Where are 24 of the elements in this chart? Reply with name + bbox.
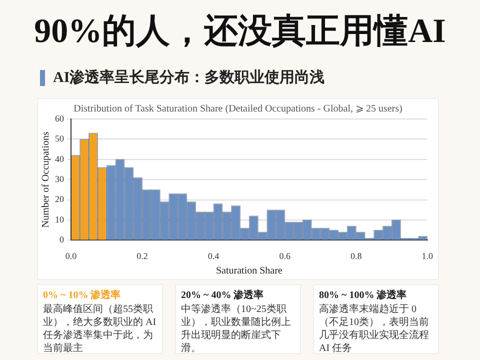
y-tick-label: 40 xyxy=(55,154,64,164)
x-tick-label: 0.6 xyxy=(279,250,291,261)
x-axis-title: Saturation Share xyxy=(216,266,283,277)
y-tick-label: 60 xyxy=(55,113,64,124)
y-tick-label: 30 xyxy=(55,174,64,184)
text: 中等渗透率（10~25类职业），职业数量随比例上升出现明显的断崖式下滑。 xyxy=(181,303,292,355)
x-tick-label: 1.0 xyxy=(422,250,434,261)
y-axis-title: Number of Occupations xyxy=(40,131,52,228)
chart-title: 90%的人，还没真正用懂AI xyxy=(33,12,447,52)
text: Distribution of Task Saturation Share (Detailed Occupations - Global, ⩾ 25 users) xyxy=(74,104,402,115)
text: 20% ~ 40% 渗透率 xyxy=(181,288,265,302)
x-tick-label: 0.8 xyxy=(350,250,362,261)
x-tick-label: 0.4 xyxy=(208,250,220,261)
y-tick-label: 10 xyxy=(55,214,64,224)
text: 最高峰值区间（超55类职业），绝大多数职业的 AI 任务渗透率集中于此，为当前最主 xyxy=(43,303,157,355)
x-tick-label: 0.0 xyxy=(65,250,78,261)
text: 高渗透率末端趋近于 0（不足10类），表明当前几乎没有职业实现全流程 AI 任务 xyxy=(319,303,430,355)
y-tick-label: 20 xyxy=(55,194,64,204)
x-tick-label: 0.2 xyxy=(136,250,148,261)
chart-subtitle: AI渗透率呈长尾分布：多数职业使用尚浅 xyxy=(53,68,325,87)
y-tick-label: 0 xyxy=(60,234,64,245)
text: 0% ~ 10% 渗透率 xyxy=(43,288,122,302)
y-tick-label: 50 xyxy=(55,134,64,144)
text: 80% ~ 100% 渗透率 xyxy=(319,288,408,302)
